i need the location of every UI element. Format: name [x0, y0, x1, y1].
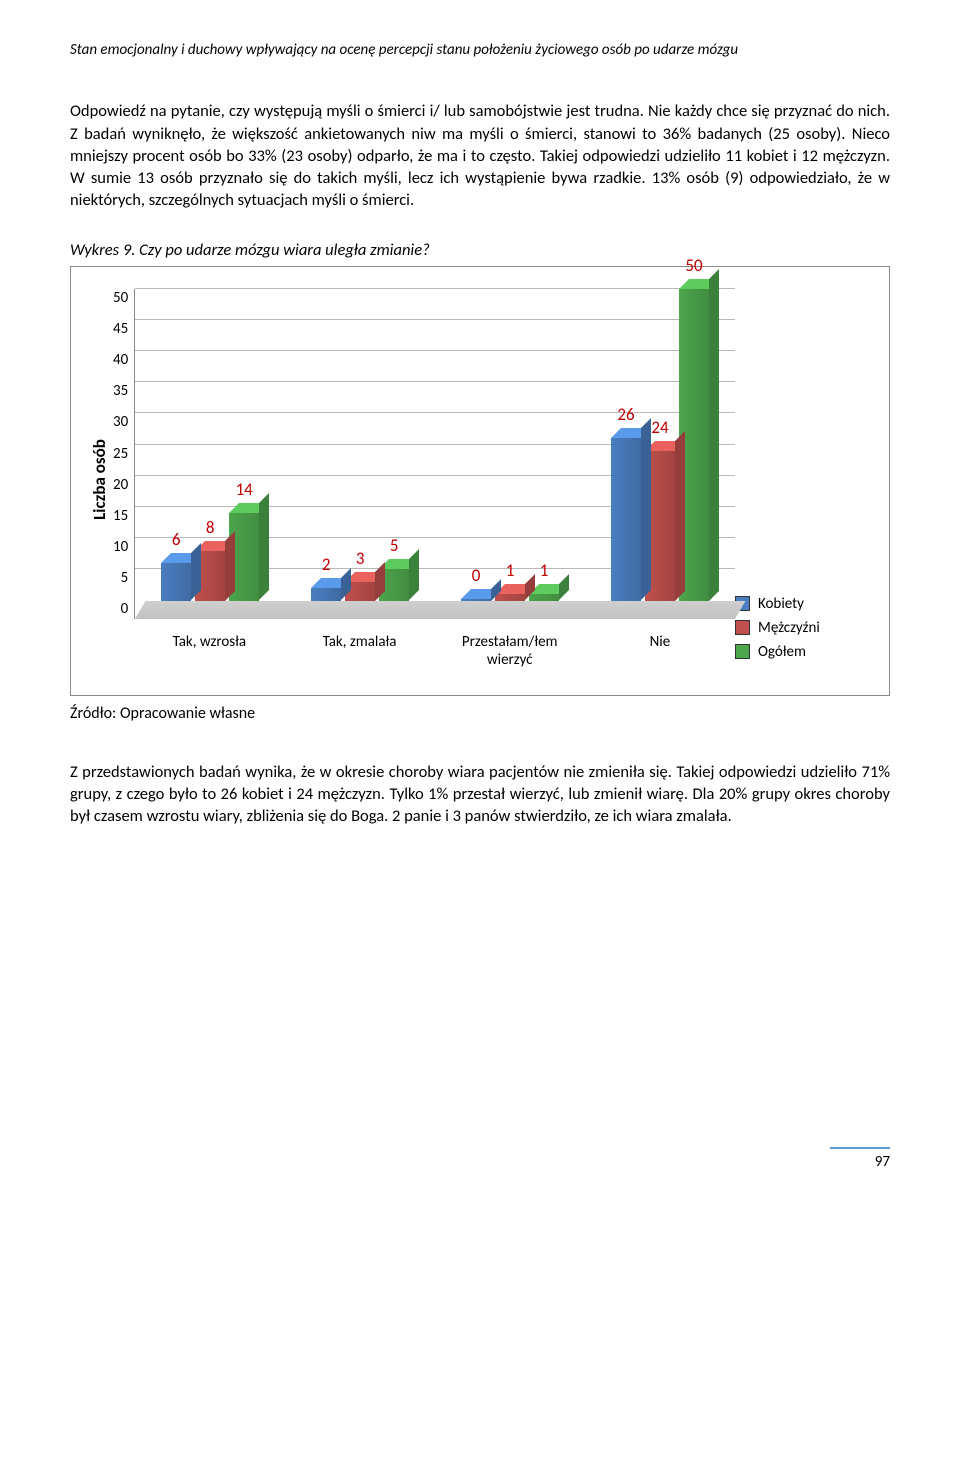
bar-value-label: 6 — [172, 529, 181, 550]
bar-value-label: 50 — [685, 255, 702, 276]
bar: 26 — [611, 438, 641, 600]
bar-group: 262450 — [585, 289, 735, 601]
y-tick: 35 — [113, 382, 128, 400]
y-tick: 40 — [113, 351, 128, 369]
bar-value-label: 3 — [356, 548, 365, 569]
figure-caption: Wykres 9. Czy po udarze mózgu wiara uleg… — [70, 240, 890, 260]
bar-group: 2 3 5 — [285, 289, 435, 601]
legend-label: Kobiety — [758, 595, 804, 613]
chart-container: Liczba osób 50454035302520151050 6814235… — [70, 266, 890, 696]
y-axis-label-column: Liczba osób — [85, 279, 113, 681]
bar: 6 — [161, 563, 191, 600]
bar-value-label: 24 — [651, 417, 668, 438]
bar-value-label: 1 — [506, 560, 515, 581]
x-axis-label: Tak, wzrosła — [134, 625, 284, 681]
paragraph-1: Odpowiedź na pytanie, czy występują myśl… — [70, 100, 890, 211]
bar-value-label: 2 — [322, 554, 331, 575]
bar-value-label: 8 — [206, 517, 215, 538]
chart-floor — [135, 601, 745, 619]
y-axis-ticks: 50454035302520151050 — [113, 279, 134, 681]
bar: 0 — [461, 599, 491, 601]
bar-value-label: 14 — [236, 479, 253, 500]
y-axis-label: Liczba osób — [89, 439, 110, 520]
bar-groups: 6814235011262450 — [135, 289, 735, 601]
bar-value-label: 26 — [617, 404, 634, 425]
y-tick: 5 — [121, 569, 129, 587]
x-axis-label: Nie — [585, 625, 735, 681]
figure-source: Źródło: Opracowanie własne — [70, 704, 890, 723]
y-tick: 0 — [121, 600, 129, 618]
y-tick: 15 — [113, 507, 128, 525]
y-tick: 25 — [113, 445, 128, 463]
running-header: Stan emocjonalny i duchowy wpływający na… — [70, 40, 890, 60]
y-tick: 10 — [113, 538, 128, 556]
y-tick: 30 — [113, 413, 128, 431]
x-axis-label: Przestałam/łemwierzyć — [435, 625, 585, 681]
paragraph-2: Z przedstawionych badań wynika, że w okr… — [70, 761, 890, 828]
page-number: 97 — [830, 1147, 890, 1171]
legend-label: Ogółem — [758, 643, 806, 661]
legend: Kobiety Mężczyźni Ogółem — [735, 279, 875, 681]
x-axis-labels: Tak, wzrosłaTak, zmalałaPrzestałam/łemwi… — [134, 625, 735, 681]
bar-value-label: 1 — [540, 560, 549, 581]
bar: 1 — [529, 594, 559, 600]
y-tick: 20 — [113, 476, 128, 494]
bar-group: 011 — [435, 289, 585, 601]
y-tick: 45 — [113, 320, 128, 338]
bar: 2 — [311, 588, 341, 600]
legend-label: Mężczyźni — [758, 619, 820, 637]
bar-value-label: 0 — [472, 565, 481, 586]
x-axis-label: Tak, zmalała — [284, 625, 434, 681]
plot-area: 6814235011262450 Tak, wzrosłaTak, zmalał… — [134, 279, 735, 681]
legend-swatch — [735, 620, 750, 635]
legend-swatch — [735, 644, 750, 659]
bar-value-label: 5 — [390, 535, 399, 556]
legend-item: Mężczyźni — [735, 619, 875, 637]
bar-group: 6 8 14 — [135, 289, 285, 601]
legend-item: Ogółem — [735, 643, 875, 661]
y-tick: 50 — [113, 289, 128, 307]
bar: 1 — [495, 594, 525, 600]
legend-item: Kobiety — [735, 595, 875, 613]
